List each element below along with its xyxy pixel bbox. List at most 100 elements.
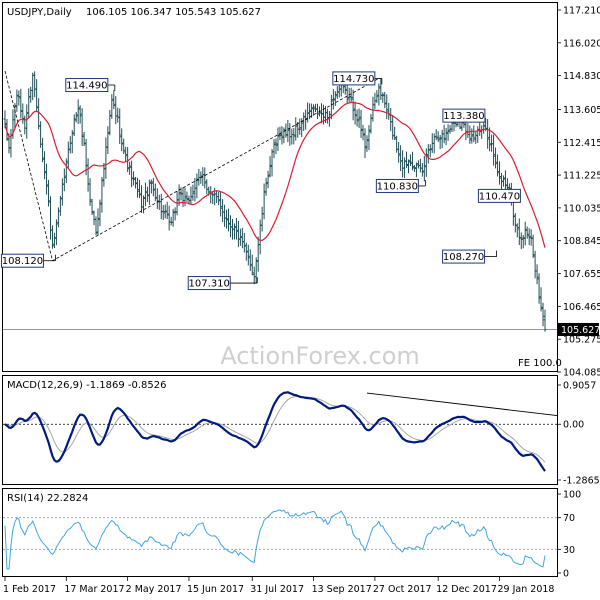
price-bar <box>523 221 527 246</box>
price-bar <box>149 179 153 194</box>
price-bar <box>195 173 199 199</box>
price-bar <box>292 128 296 145</box>
price-bar <box>181 187 185 208</box>
x-tick-label: 1 Feb 2017 <box>3 584 56 595</box>
price-bar <box>104 137 108 179</box>
price-bar <box>203 167 207 189</box>
price-bar <box>434 129 438 141</box>
x-tick-label: 27 Oct 2017 <box>373 584 432 595</box>
macd-signal-line <box>4 396 546 463</box>
price-bar <box>351 89 355 121</box>
annotation-box <box>332 71 376 86</box>
price-bar <box>476 126 480 143</box>
price-bar <box>371 96 375 122</box>
price-bar <box>527 228 531 246</box>
price-bar <box>21 103 25 124</box>
price-bar <box>349 87 353 102</box>
price-bar <box>407 159 411 174</box>
price-bar <box>163 204 167 219</box>
price-bar <box>513 213 517 233</box>
price-bar <box>531 234 535 259</box>
x-tick-label: 31 Jul 2017 <box>250 584 304 595</box>
rsi-panel-frame <box>2 488 558 577</box>
price-bar <box>288 123 292 146</box>
price-bar <box>138 179 142 198</box>
rsi-line <box>4 509 546 570</box>
price-bar <box>145 186 149 203</box>
macd-tick-label: -1.2865 <box>563 476 600 487</box>
price-bar <box>139 185 143 213</box>
price-bar <box>48 196 52 240</box>
annotation-label: 110.830 <box>377 181 418 192</box>
price-bar <box>244 242 248 261</box>
price-bar <box>33 71 37 98</box>
price-bar <box>45 163 49 195</box>
price-bar <box>236 220 240 247</box>
annotation-label: 108.120 <box>2 256 43 267</box>
price-bar <box>228 215 232 238</box>
price-bar <box>108 110 112 136</box>
price-annotation: 110.830 <box>375 178 426 193</box>
price-bar <box>410 151 414 171</box>
price-bar <box>147 179 151 205</box>
price-bar <box>537 273 541 304</box>
macd-panel-frame <box>2 375 558 485</box>
price-bar <box>274 138 278 155</box>
macd-tick-label: 0.00 <box>563 420 584 431</box>
price-bar <box>442 124 446 144</box>
price-bar <box>312 104 316 116</box>
price-bar <box>268 156 272 178</box>
price-bar <box>308 103 312 120</box>
price-bar <box>96 208 100 236</box>
price-bar <box>470 128 474 144</box>
price-bar <box>276 127 280 152</box>
price-bar <box>418 158 422 173</box>
price-bar <box>177 184 181 206</box>
annotation-box <box>442 249 486 264</box>
price-bar <box>397 141 401 163</box>
price-bar <box>118 108 122 145</box>
price-bar <box>179 187 183 201</box>
price-tick-label: 111.225 <box>563 171 600 182</box>
price-bar <box>286 119 290 143</box>
price-bar <box>517 218 521 246</box>
price-bar <box>412 165 416 173</box>
price-bar <box>290 128 294 145</box>
price-bar <box>444 127 448 146</box>
price-bar <box>211 191 215 205</box>
price-bar <box>52 232 56 249</box>
macd-tick-label: 0.9057 <box>563 381 596 392</box>
price-bar <box>242 232 246 253</box>
price-bar <box>337 85 341 98</box>
price-bar <box>302 112 306 132</box>
price-bar <box>41 137 45 163</box>
macd-plot <box>3 391 558 472</box>
price-bar <box>488 127 492 152</box>
annotation-label: 110.470 <box>479 191 520 202</box>
fe-label: FE 100.0 <box>518 358 562 369</box>
price-bar <box>246 244 250 266</box>
price-bar <box>238 228 242 246</box>
price-bar <box>171 208 175 227</box>
price-bar <box>393 126 397 140</box>
price-bar <box>173 207 177 221</box>
price-bar <box>240 227 244 249</box>
price-bar <box>331 89 335 110</box>
price-bar <box>66 141 70 169</box>
watermark: ActionForex.com <box>220 342 420 370</box>
annotation-box <box>0 253 44 268</box>
price-bar <box>260 206 264 232</box>
price-bar <box>272 139 276 159</box>
price-bar <box>361 124 365 141</box>
price-bar <box>316 103 320 119</box>
price-bar <box>23 115 27 135</box>
price-panel-frame <box>2 2 558 372</box>
price-bar <box>377 83 381 106</box>
price-bar <box>134 176 138 189</box>
price-bar <box>381 92 385 103</box>
price-bar <box>185 191 189 202</box>
price-bar <box>499 172 503 192</box>
price-bar <box>480 125 484 139</box>
price-bar <box>219 192 223 217</box>
macd-line <box>4 391 546 472</box>
